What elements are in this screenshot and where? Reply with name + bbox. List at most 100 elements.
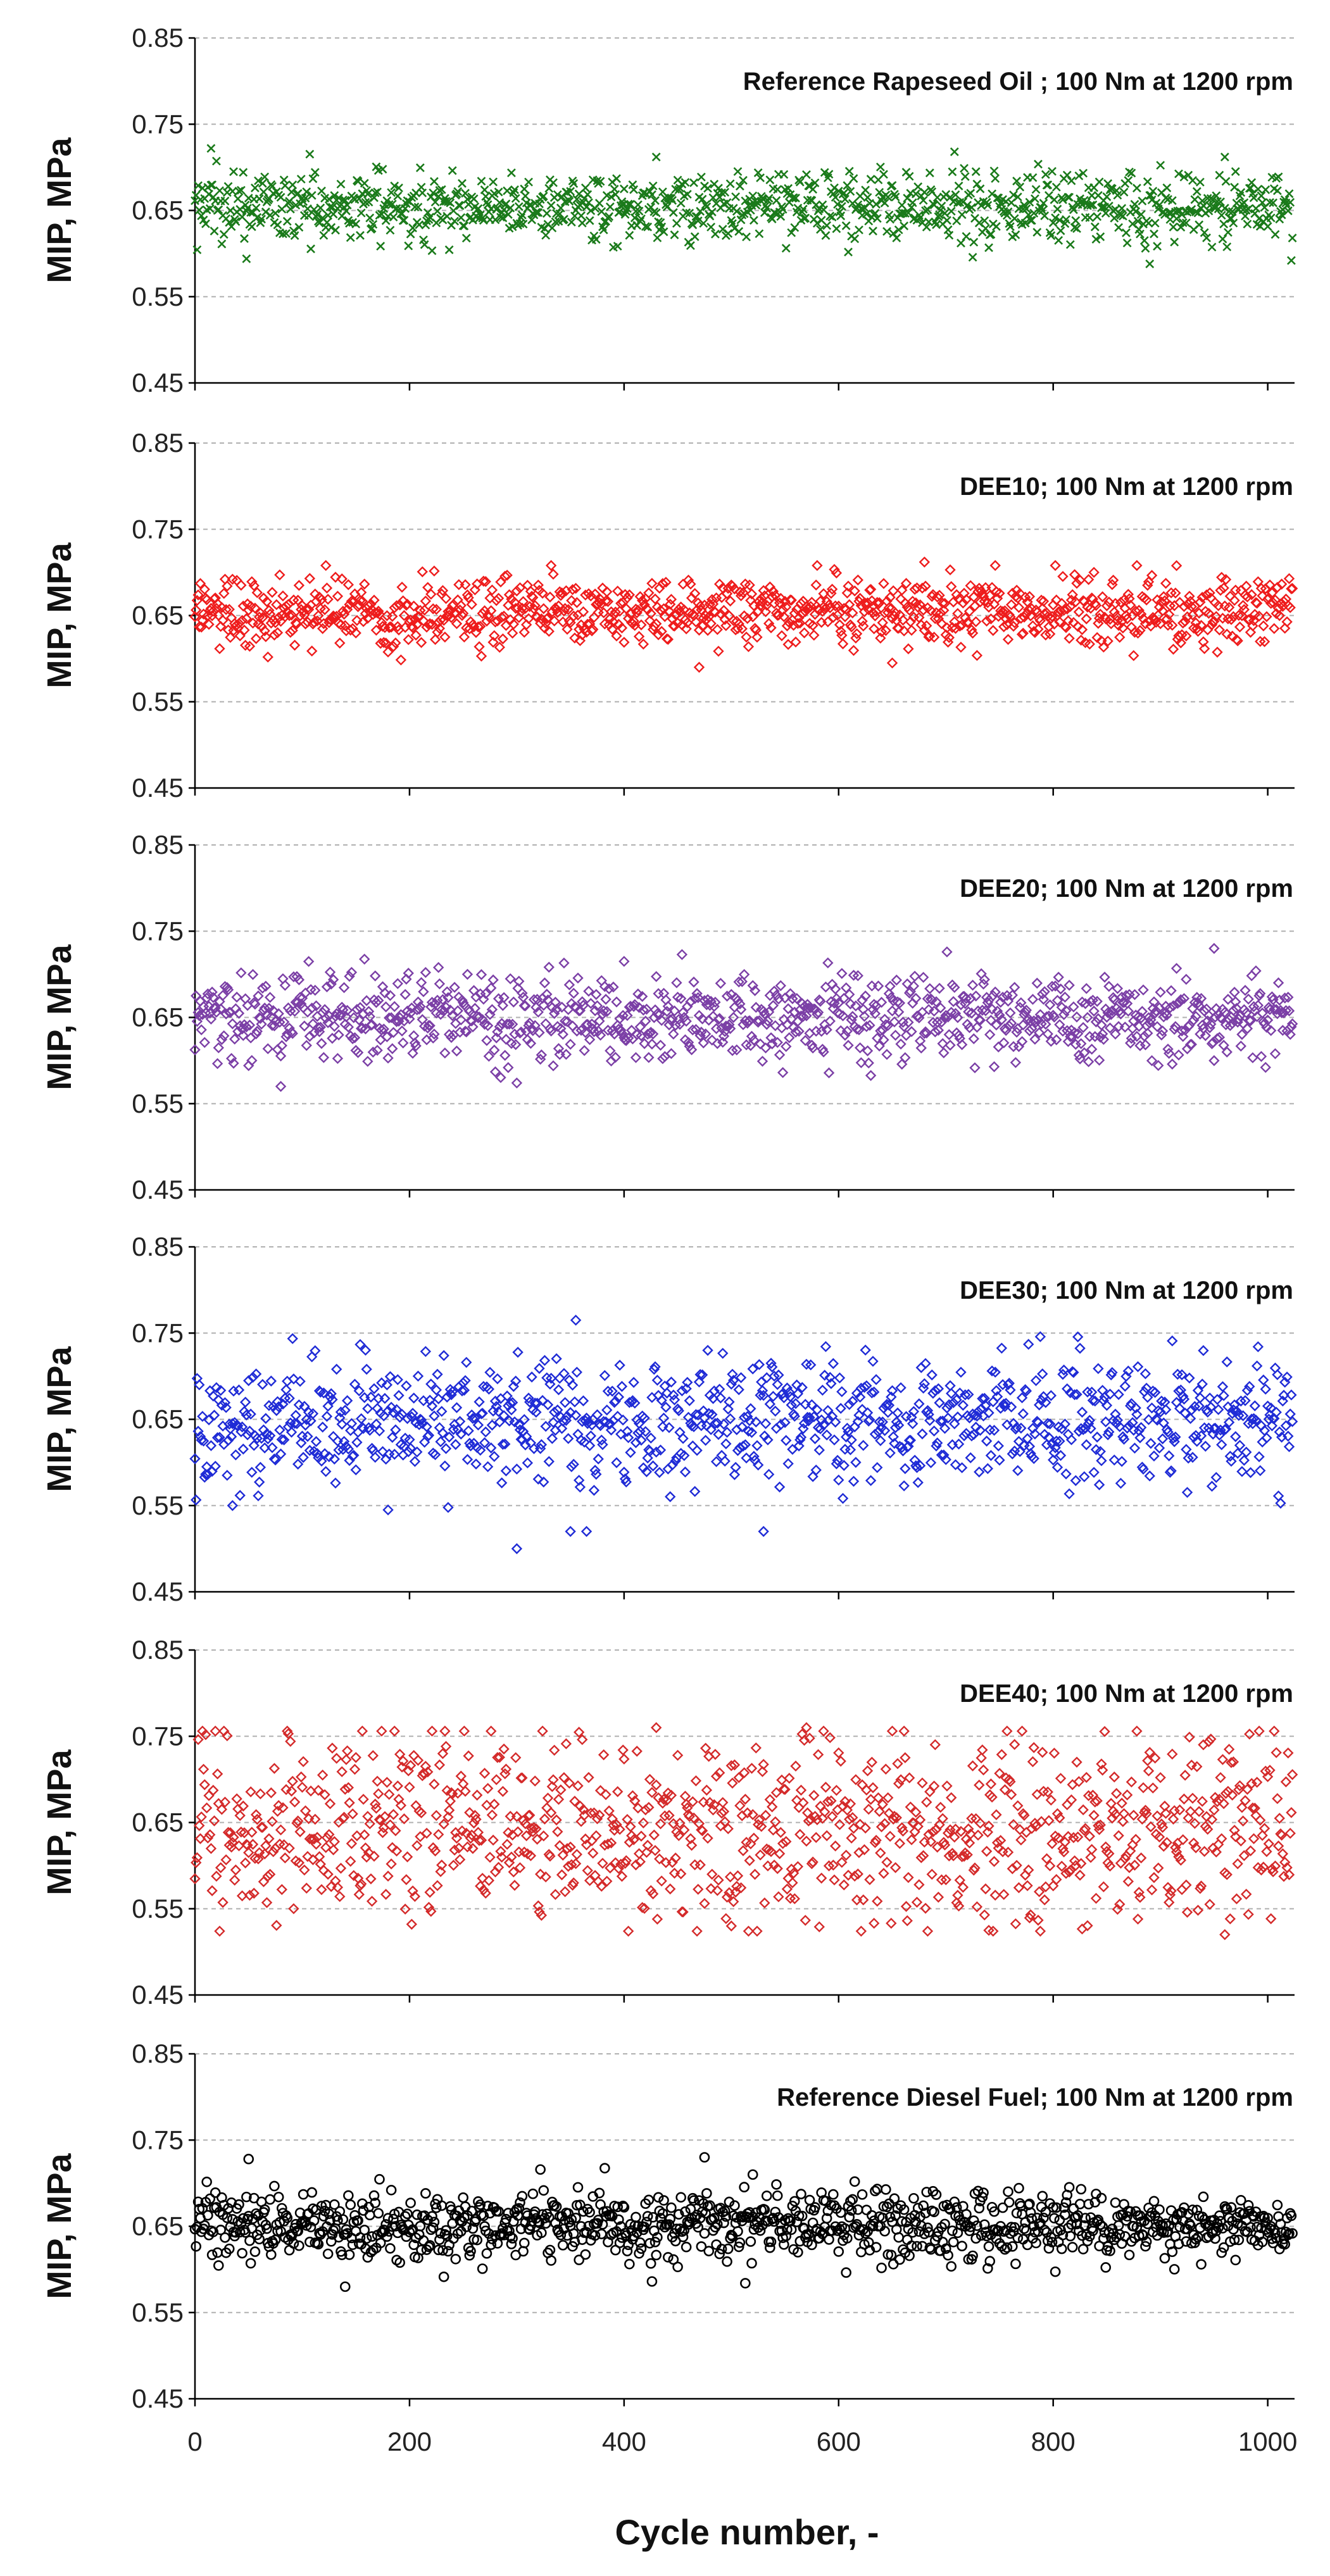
data-point <box>1208 1055 1220 1066</box>
data-point <box>549 615 560 627</box>
data-point <box>442 1502 454 1513</box>
data-point <box>721 991 733 1002</box>
data-point <box>230 1449 242 1461</box>
data-point <box>735 182 744 191</box>
data-point <box>1095 177 1104 187</box>
data-point <box>606 192 616 202</box>
data-point <box>538 603 549 615</box>
data-point <box>351 615 363 626</box>
data-point <box>219 230 229 239</box>
data-point <box>1039 199 1048 208</box>
data-point <box>921 1796 932 1808</box>
panel-title: DEE40; 100 Nm at 1200 rpm <box>960 1680 1293 1708</box>
data-point <box>1015 182 1025 192</box>
data-point <box>833 199 843 209</box>
data-point <box>368 594 380 606</box>
data-point <box>288 594 299 606</box>
data-point <box>715 608 727 620</box>
data-point <box>888 181 897 190</box>
data-point <box>420 966 432 979</box>
y-tick-label: 0.85 <box>132 1635 184 1665</box>
data-point <box>306 645 318 657</box>
data-point <box>311 615 323 627</box>
data-point <box>529 1775 541 1787</box>
data-point <box>689 178 698 187</box>
data-point <box>563 604 574 615</box>
data-point <box>257 612 268 623</box>
data-point <box>1193 208 1203 218</box>
data-point <box>274 569 285 581</box>
data-point <box>617 1414 629 1426</box>
data-point <box>686 592 698 604</box>
data-point <box>714 184 723 193</box>
data-point <box>618 1753 630 1765</box>
data-point <box>577 1395 589 1406</box>
data-point <box>199 1037 210 1048</box>
data-point <box>292 1458 304 1470</box>
data-point <box>671 977 682 989</box>
data-point <box>191 594 203 606</box>
data-point <box>884 1447 896 1459</box>
data-point <box>330 191 339 200</box>
data-point <box>762 203 772 213</box>
data-point <box>271 208 280 218</box>
data-point <box>287 1775 298 1787</box>
data-point <box>346 596 358 607</box>
data-point <box>541 230 551 240</box>
data-point <box>1144 1470 1155 1482</box>
data-point <box>717 188 726 197</box>
data-point <box>1027 994 1039 1005</box>
data-point <box>892 234 901 242</box>
data-point <box>1165 985 1177 996</box>
data-point <box>356 596 368 607</box>
y-tick-label: 0.65 <box>132 1003 184 1032</box>
data-point <box>886 657 898 669</box>
data-point <box>585 590 597 602</box>
y-tick-label: 0.55 <box>132 1089 184 1118</box>
data-point <box>984 1029 996 1041</box>
data-point <box>406 1918 418 1930</box>
data-point <box>495 576 506 588</box>
data-point <box>448 166 457 175</box>
data-point <box>774 1481 786 1493</box>
data-point <box>1063 632 1075 644</box>
data-point <box>894 225 903 235</box>
data-point <box>246 576 258 587</box>
data-point <box>1085 213 1095 222</box>
data-point <box>341 1395 353 1406</box>
data-point <box>966 189 976 198</box>
data-point <box>1272 186 1282 196</box>
data-point <box>676 199 686 208</box>
data-point <box>944 1380 956 1392</box>
data-point <box>491 595 502 606</box>
data-point <box>616 1380 628 1392</box>
data-point <box>229 167 238 177</box>
data-point <box>1119 1380 1131 1392</box>
data-point <box>728 219 737 228</box>
data-point <box>721 588 733 599</box>
data-point <box>733 1384 744 1396</box>
data-point <box>287 625 298 636</box>
data-point <box>1274 172 1283 182</box>
data-point <box>583 1772 594 1784</box>
data-point <box>380 1889 392 1900</box>
data-point <box>434 978 446 990</box>
data-point <box>537 587 548 599</box>
data-point <box>249 603 261 614</box>
y-tick-label: 0.65 <box>132 1404 184 1434</box>
data-point <box>1206 1480 1218 1492</box>
data-point <box>1239 985 1251 996</box>
data-point <box>681 623 692 635</box>
data-point <box>208 605 219 617</box>
data-point <box>345 1856 356 1867</box>
data-point <box>1002 634 1014 645</box>
data-point <box>1027 216 1036 225</box>
data-point <box>645 608 656 620</box>
data-point <box>220 1854 232 1866</box>
data-point <box>288 180 298 189</box>
data-point <box>275 1824 287 1835</box>
data-point <box>566 187 575 196</box>
data-point <box>878 578 889 589</box>
data-point <box>1102 192 1112 201</box>
data-point <box>989 560 1001 572</box>
